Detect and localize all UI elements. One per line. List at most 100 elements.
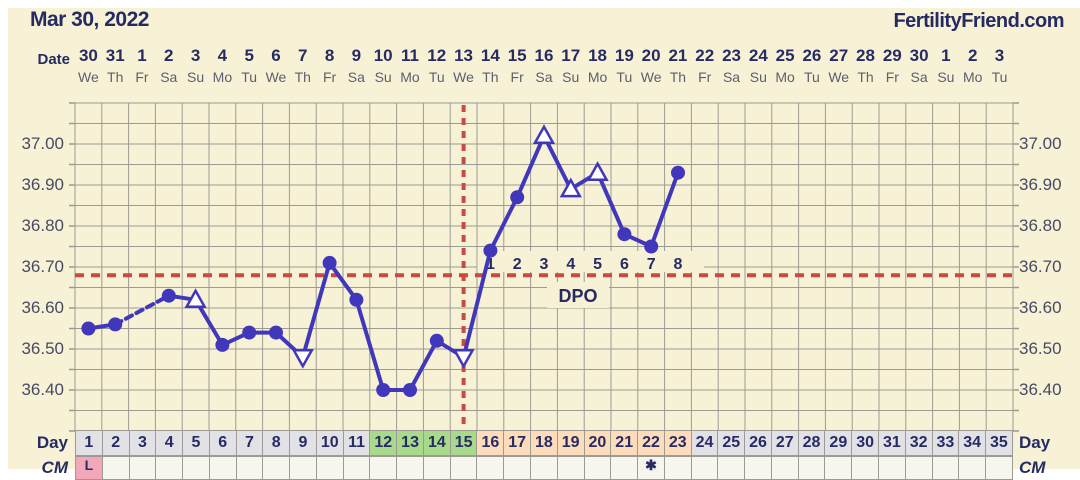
cm-cell-7[interactable] — [236, 456, 264, 480]
cm-cell-19[interactable] — [557, 456, 585, 480]
cm-cell-35[interactable] — [986, 456, 1013, 480]
cm-cell-12[interactable] — [370, 456, 398, 480]
temp-point-day-8[interactable] — [269, 325, 283, 340]
date-cell: 1 — [137, 46, 147, 65]
day-cell-32[interactable]: 32 — [905, 430, 933, 456]
temp-point-day-1[interactable] — [81, 321, 96, 336]
temp-point-day-11[interactable] — [349, 292, 364, 307]
day-cell-15[interactable]: 15 — [450, 430, 478, 456]
temp-point-day-23[interactable] — [671, 165, 685, 180]
day-cell-21[interactable]: 21 — [611, 430, 639, 456]
cm-cell-33[interactable] — [932, 456, 960, 480]
cm-cell-16[interactable] — [477, 456, 505, 480]
temp-point-day-2[interactable] — [108, 317, 123, 332]
cm-cell-6[interactable] — [209, 456, 237, 480]
day-cell-28[interactable]: 28 — [798, 430, 826, 456]
day-cell-26[interactable]: 26 — [745, 430, 772, 456]
temp-point-adjusted-day-19[interactable] — [559, 177, 582, 198]
temp-point-day-13[interactable] — [403, 383, 417, 397]
cm-cell-15[interactable] — [450, 456, 478, 480]
fertilityfriend-brand-link[interactable]: FertilityFriend.com — [893, 10, 1064, 32]
temp-point-day-7[interactable] — [242, 325, 257, 340]
cm-cell-26[interactable] — [745, 456, 772, 480]
temp-point-adjusted-day-18[interactable] — [532, 124, 556, 145]
day-cell-14[interactable]: 14 — [423, 430, 451, 456]
temp-point-day-21[interactable] — [617, 227, 632, 242]
cm-cell-27[interactable] — [771, 456, 799, 480]
temp-point-day-14[interactable] — [429, 333, 444, 348]
day-cell-22[interactable]: 22 — [638, 430, 665, 456]
day-cell-9[interactable]: 9 — [290, 430, 317, 456]
day-cell-20[interactable]: 20 — [584, 430, 612, 456]
temp-point-day-10[interactable] — [322, 255, 337, 270]
cm-cell-1[interactable]: L — [75, 456, 103, 480]
temp-point-day-22[interactable] — [644, 239, 659, 254]
cm-cell-28[interactable] — [798, 456, 826, 480]
cm-cell-9[interactable] — [290, 456, 317, 480]
day-cell-23[interactable]: 23 — [664, 430, 692, 456]
date-cell: 20 — [641, 46, 661, 65]
cm-cell-21[interactable] — [611, 456, 639, 480]
date-cell: 28 — [856, 46, 875, 65]
day-cell-31[interactable]: 31 — [878, 430, 906, 456]
cm-cell-4[interactable] — [156, 456, 184, 480]
temp-point-adjusted-day-9[interactable] — [291, 348, 314, 369]
temp-point-adjusted-day-15[interactable] — [452, 348, 475, 369]
cm-cell-14[interactable] — [423, 456, 451, 480]
day-cell-8[interactable]: 8 — [263, 430, 291, 456]
day-cell-24[interactable]: 24 — [691, 430, 719, 456]
temp-point-day-16[interactable] — [483, 243, 498, 258]
cm-cell-25[interactable] — [718, 456, 746, 480]
temp-point-adjusted-day-20[interactable] — [586, 161, 609, 181]
day-cell-35[interactable]: 35 — [986, 430, 1013, 456]
day-cell-29[interactable]: 29 — [825, 430, 853, 456]
day-cell-6[interactable]: 6 — [209, 430, 237, 456]
cm-cell-2[interactable] — [102, 456, 130, 480]
cm-cell-34[interactable] — [959, 456, 987, 480]
day-cell-2[interactable]: 2 — [102, 430, 130, 456]
cm-cell-8[interactable] — [263, 456, 291, 480]
cm-cell-3[interactable] — [129, 456, 157, 480]
day-cell-4[interactable]: 4 — [156, 430, 184, 456]
day-cell-1[interactable]: 1 — [75, 430, 103, 456]
day-cell-18[interactable]: 18 — [531, 430, 558, 456]
day-cell-27[interactable]: 27 — [771, 430, 799, 456]
day-cell-10[interactable]: 10 — [316, 430, 344, 456]
temp-point-day-12[interactable] — [376, 383, 391, 397]
day-cell-11[interactable]: 11 — [343, 430, 371, 456]
cm-cell-31[interactable] — [878, 456, 906, 480]
weekday-cell: Su — [937, 69, 955, 85]
cm-cell-5[interactable] — [183, 456, 210, 480]
day-cell-25[interactable]: 25 — [718, 430, 746, 456]
cm-cell-22[interactable]: ✱ — [638, 456, 665, 480]
cm-cell-18[interactable] — [531, 456, 558, 480]
weekday-cell: Tu — [428, 69, 445, 85]
day-cell-7[interactable]: 7 — [236, 430, 264, 456]
cm-cell-10[interactable] — [316, 456, 344, 480]
temp-point-adjusted-day-5[interactable] — [184, 288, 207, 309]
cm-cell-13[interactable] — [397, 456, 424, 480]
cm-cell-23[interactable] — [664, 456, 692, 480]
cm-cell-17[interactable] — [504, 456, 532, 480]
cm-cell-30[interactable] — [852, 456, 879, 480]
day-cell-19[interactable]: 19 — [557, 430, 585, 456]
day-cell-5[interactable]: 5 — [183, 430, 210, 456]
cm-cell-32[interactable] — [905, 456, 933, 480]
day-cell-17[interactable]: 17 — [504, 430, 532, 456]
cm-cell-29[interactable] — [825, 456, 853, 480]
y-tick-label-right: 36.60 — [1019, 298, 1062, 317]
temp-point-day-6[interactable] — [215, 337, 230, 352]
cm-cell-24[interactable] — [691, 456, 719, 480]
temp-point-day-4[interactable] — [161, 288, 176, 303]
temp-point-day-17[interactable] — [510, 190, 525, 205]
day-cell-3[interactable]: 3 — [129, 430, 157, 456]
day-cell-12[interactable]: 12 — [370, 430, 398, 456]
day-cell-34[interactable]: 34 — [959, 430, 987, 456]
day-cell-13[interactable]: 13 — [397, 430, 424, 456]
cm-cell-11[interactable] — [343, 456, 371, 480]
date-cell: 17 — [561, 46, 581, 65]
cm-cell-20[interactable] — [584, 456, 612, 480]
day-cell-30[interactable]: 30 — [852, 430, 879, 456]
day-cell-16[interactable]: 16 — [477, 430, 505, 456]
day-cell-33[interactable]: 33 — [932, 430, 960, 456]
